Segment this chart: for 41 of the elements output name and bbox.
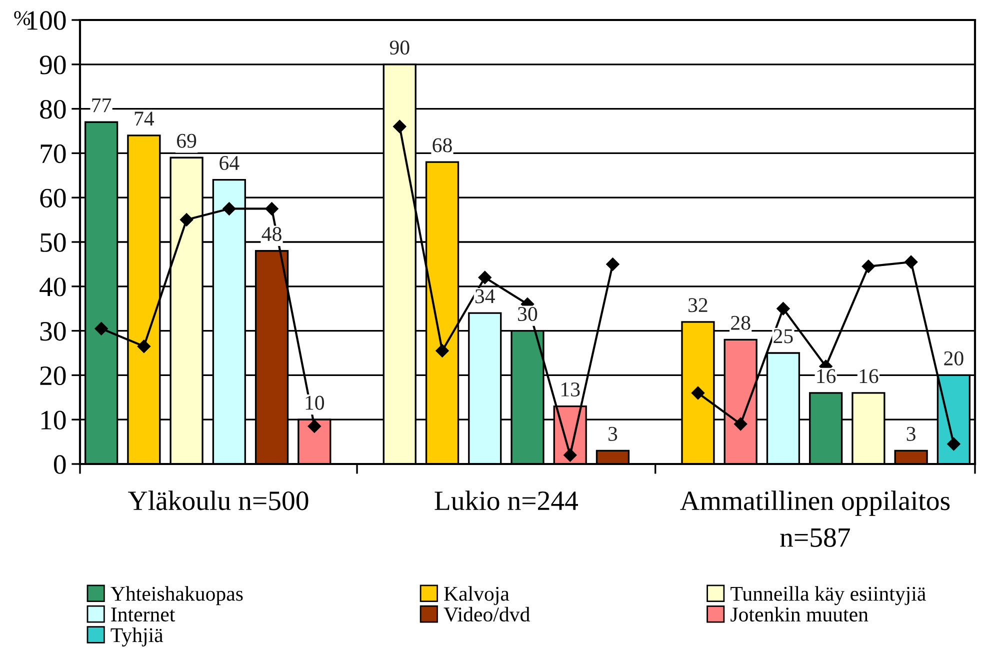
data-label: 77 bbox=[92, 98, 112, 112]
y-tick-label: 50 bbox=[40, 233, 66, 252]
data-label: 30 bbox=[518, 306, 538, 322]
data-label: 74 bbox=[134, 112, 154, 126]
y-tick-label: 100 bbox=[28, 11, 66, 30]
y-tick-label: 80 bbox=[40, 100, 66, 119]
data-label: 13 bbox=[562, 382, 580, 396]
data-label: 68 bbox=[432, 138, 452, 152]
y-tick-label: 10 bbox=[41, 410, 66, 430]
data-label: 64 bbox=[220, 156, 240, 170]
data-label: 28 bbox=[731, 316, 750, 330]
y-axis-title: % bbox=[14, 11, 30, 26]
data-label: 3 bbox=[906, 426, 916, 441]
y-tick-label: 90 bbox=[40, 56, 66, 74]
data-label: 34 bbox=[475, 289, 495, 304]
legend-label: Video/dvd bbox=[444, 606, 530, 622]
y-tick-label: 70 bbox=[40, 144, 66, 164]
y-tick-label: 40 bbox=[40, 278, 66, 296]
legend-label: Internet bbox=[111, 608, 176, 622]
legend-label: Tyhjiä bbox=[110, 628, 164, 646]
data-label: 3 bbox=[608, 426, 618, 441]
text: Yläkoulu n=500 bbox=[128, 490, 308, 510]
y-tick-label: 0 bbox=[54, 455, 66, 474]
data-label: 48 bbox=[262, 227, 282, 242]
data-label: 10 bbox=[306, 396, 324, 410]
y-tick-label: 30 bbox=[40, 322, 66, 341]
data-label: 20 bbox=[944, 351, 964, 366]
data-label: 32 bbox=[688, 298, 708, 312]
text: Lukio n=244 bbox=[434, 490, 578, 510]
data-label: 69 bbox=[177, 134, 196, 148]
legend-label: Kalvoja bbox=[444, 586, 510, 606]
data-label: 16 bbox=[860, 369, 878, 384]
legend-label: Jotenkin muuten bbox=[730, 606, 868, 622]
data-label: 25 bbox=[774, 329, 793, 344]
y-tick-label: 60 bbox=[40, 188, 66, 208]
legend-label: Yhteishakuopas bbox=[110, 586, 243, 606]
y-tick-label: 20 bbox=[40, 366, 66, 386]
legend-label: Tunneilla käy esiintyjiä bbox=[730, 586, 926, 606]
data-label: 16 bbox=[817, 369, 836, 384]
text: Ammatillinen oppilaitos n=587 bbox=[680, 490, 950, 547]
data-label: 90 bbox=[390, 40, 410, 55]
